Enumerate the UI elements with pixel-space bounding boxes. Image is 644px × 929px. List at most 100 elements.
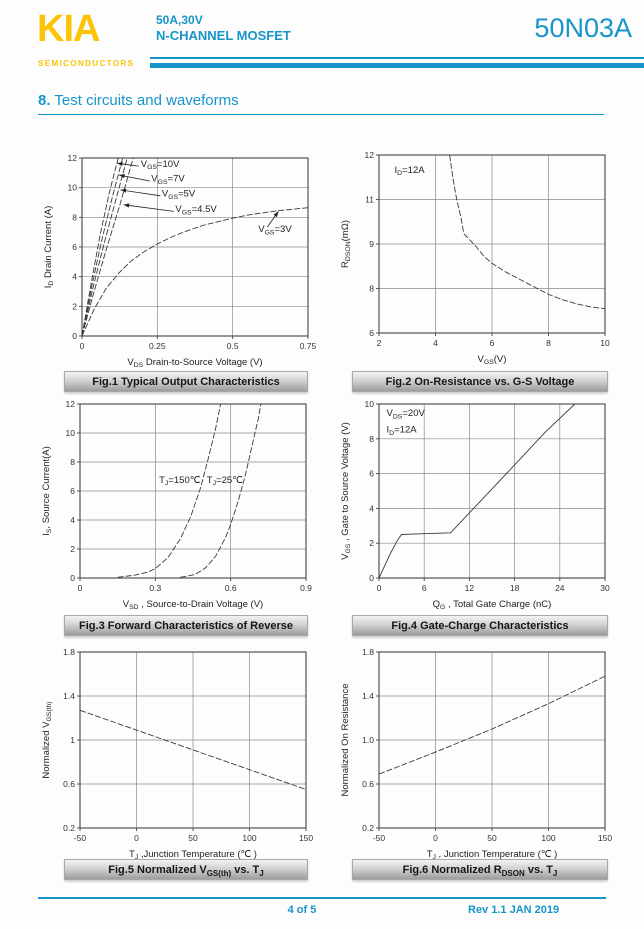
svg-text:50: 50 (487, 833, 497, 843)
svg-text:100: 100 (541, 833, 555, 843)
svg-text:0: 0 (369, 573, 374, 583)
device-rating: 50A,30V (156, 13, 203, 27)
svg-text:9: 9 (369, 239, 374, 249)
fig1-output-characteristics-chart: 0 0.25 0.5 0.75 0 2 4 6 8 10 12 VGS=10V VGS=7V VGS=5V… (43, 153, 317, 369)
svg-text:Normalized On Resistance: Normalized On Resistance (340, 684, 351, 797)
svg-text:VGS=3V: VGS=3V (258, 224, 292, 236)
svg-text:12: 12 (68, 153, 78, 163)
svg-text:RDSON(mΩ): RDSON(mΩ) (340, 220, 352, 268)
svg-text:8: 8 (72, 212, 77, 222)
footer-rule (38, 897, 606, 899)
fig6-normalized-rdson-chart: -50 0 50 100 150 0.2 0.6 1.0 1.4 1.8 TJ , Junction… (340, 647, 612, 861)
svg-text:12: 12 (465, 583, 475, 593)
svg-text:0.6: 0.6 (225, 583, 237, 593)
svg-text:8: 8 (369, 434, 374, 444)
fig3-caption: Fig.3 Forward Characteristics of Reverse (64, 615, 308, 636)
svg-text:0: 0 (72, 331, 77, 341)
svg-text:10: 10 (66, 428, 76, 438)
revision-label: Rev 1.1 JAN 2019 (468, 904, 560, 916)
svg-text:8: 8 (70, 457, 75, 467)
svg-text:2: 2 (70, 544, 75, 554)
svg-text:0: 0 (134, 833, 139, 843)
svg-text:2: 2 (369, 538, 374, 548)
header-rule-thick (150, 63, 644, 68)
device-type: N-CHANNEL MOSFET (156, 28, 291, 43)
svg-text:ID Drain Current (A): ID Drain Current (A) (43, 206, 55, 289)
svg-text:VGS=4.5V: VGS=4.5V (175, 204, 217, 216)
fig6-caption: Fig.6 Normalized RDSON vs. TJ (352, 859, 608, 880)
section-number: 8. (38, 92, 51, 109)
svg-text:2: 2 (72, 301, 77, 311)
svg-text:0.6: 0.6 (362, 779, 374, 789)
part-number: 50N03A (534, 13, 632, 43)
fig5-caption: Fig.5 Normalized VGS(th) vs. TJ (64, 859, 308, 880)
svg-text:VSD , Source-to-Drain Voltage: VSD , Source-to-Drain Voltage (V) (123, 599, 263, 611)
svg-text:18: 18 (510, 583, 520, 593)
svg-text:4: 4 (369, 503, 374, 513)
svg-text:0: 0 (70, 573, 75, 583)
svg-text:50: 50 (188, 833, 198, 843)
svg-text:TJ=25℃: TJ=25℃ (207, 475, 243, 487)
svg-text:4: 4 (70, 515, 75, 525)
svg-text:24: 24 (555, 583, 565, 593)
svg-text:10: 10 (365, 399, 375, 409)
svg-text:1.4: 1.4 (362, 691, 374, 701)
svg-text:0.2: 0.2 (362, 823, 374, 833)
svg-text:1.4: 1.4 (63, 691, 75, 701)
fig2-caption: Fig.2 On-Resistance vs. G-S Voltage (352, 371, 608, 392)
svg-text:1.0: 1.0 (362, 735, 374, 745)
svg-text:VGS , Gate to Source Voltage (: VGS , Gate to Source Voltage (V) (340, 422, 352, 560)
svg-text:4: 4 (72, 272, 77, 282)
svg-text:0.6: 0.6 (63, 779, 75, 789)
svg-text:0.9: 0.9 (300, 583, 312, 593)
svg-text:12: 12 (66, 399, 76, 409)
section-title: Test circuits and waveforms (50, 92, 239, 109)
svg-text:11: 11 (365, 195, 374, 205)
svg-text:0: 0 (78, 583, 83, 593)
fig5-normalized-vgsth-chart: -50 0 50 100 150 0.2 0.6 1 1.4 1.8 TJ ,Junction Te… (41, 647, 313, 861)
svg-text:0.25: 0.25 (149, 341, 166, 351)
svg-text:VDS=20V: VDS=20V (387, 408, 426, 420)
svg-text:6: 6 (369, 469, 374, 479)
header-rule-thin (150, 57, 644, 59)
svg-text:-50: -50 (74, 833, 87, 843)
svg-text:6: 6 (490, 338, 495, 348)
svg-text:4: 4 (433, 338, 438, 348)
svg-text:2: 2 (377, 338, 382, 348)
svg-text:0.75: 0.75 (300, 341, 317, 351)
svg-text:QG , Total Gate Charge (nC): QG , Total Gate Charge (nC) (433, 599, 552, 611)
svg-text:1.8: 1.8 (63, 647, 75, 657)
svg-text:0: 0 (80, 341, 85, 351)
svg-text:0.2: 0.2 (63, 823, 75, 833)
svg-text:0.3: 0.3 (149, 583, 161, 593)
svg-text:150: 150 (598, 833, 612, 843)
svg-text:8: 8 (546, 338, 551, 348)
svg-text:TJ , Junction Temperature (℃ ): TJ , Junction Temperature (℃ ) (427, 849, 558, 861)
svg-text:10: 10 (68, 183, 78, 193)
svg-text:-50: -50 (373, 833, 386, 843)
fig1-caption: Fig.1 Typical Output Characteristics (64, 371, 308, 392)
brand-logo-subtext: SEMICONDUCTORS (38, 59, 135, 68)
svg-text:1.8: 1.8 (362, 647, 374, 657)
svg-text:6: 6 (72, 242, 77, 252)
fig4-caption: Fig.4 Gate-Charge Characteristics (352, 615, 608, 636)
svg-text:ID=12A: ID=12A (387, 425, 418, 437)
svg-text:1: 1 (70, 735, 75, 745)
svg-text:6: 6 (369, 328, 374, 338)
svg-text:30: 30 (600, 583, 610, 593)
svg-text:150: 150 (299, 833, 313, 843)
svg-text:8: 8 (369, 284, 374, 294)
svg-text:12: 12 (365, 150, 375, 160)
fig2-on-resistance-chart: 2 4 6 8 10 6 8 9 11 12 ID=12A VGS(V) RDSON(mΩ) (340, 150, 610, 366)
svg-text:0.5: 0.5 (227, 341, 239, 351)
svg-text:0: 0 (433, 833, 438, 843)
svg-text:Normalized VGS(th): Normalized VGS(th) (41, 701, 53, 778)
svg-text:IS, Source Current(A): IS, Source Current(A) (41, 446, 53, 536)
svg-text:ID=12A: ID=12A (395, 165, 426, 177)
svg-text:VDS Drain-to-Source Voltage (: VDS Drain-to-Source Voltage (V) (127, 357, 262, 369)
brand-logo: KIA (37, 8, 100, 50)
svg-text:0: 0 (377, 583, 382, 593)
svg-text:TJ=150℃: TJ=150℃ (159, 475, 201, 487)
